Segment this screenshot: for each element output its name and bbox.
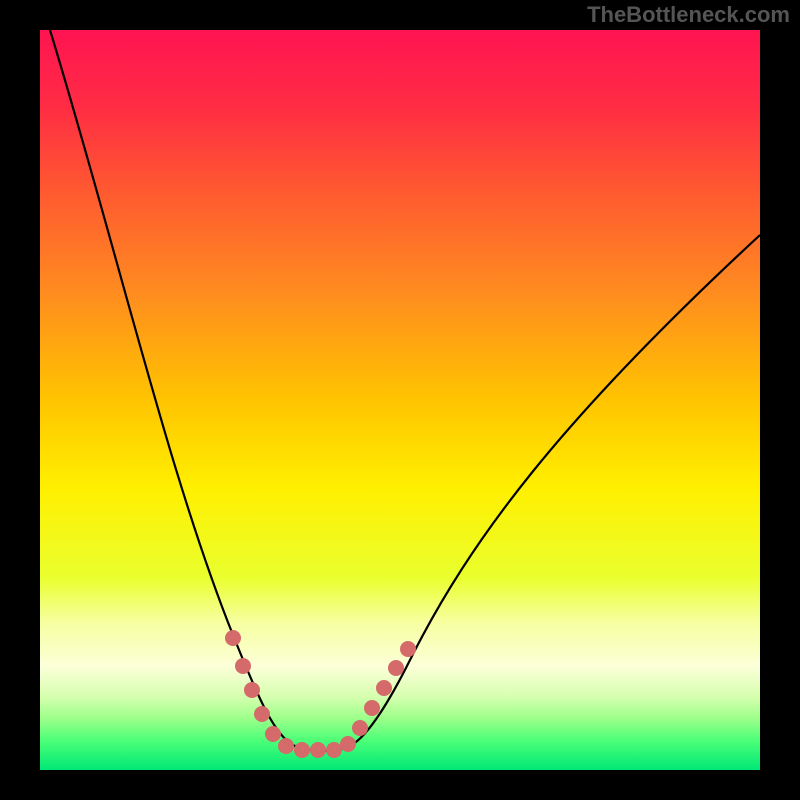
chart-stage: { "meta": { "watermark": "TheBottleneck.… bbox=[0, 0, 800, 800]
marker-point bbox=[340, 736, 356, 752]
marker-point bbox=[310, 742, 326, 758]
marker-point bbox=[388, 660, 404, 676]
watermark-text: TheBottleneck.com bbox=[587, 2, 790, 28]
chart-svg bbox=[0, 0, 800, 800]
marker-point bbox=[376, 680, 392, 696]
marker-point bbox=[352, 720, 368, 736]
marker-point bbox=[225, 630, 241, 646]
marker-point bbox=[265, 726, 281, 742]
marker-point bbox=[235, 658, 251, 674]
plot-background bbox=[40, 30, 760, 770]
marker-point bbox=[278, 738, 294, 754]
marker-point bbox=[294, 742, 310, 758]
marker-point bbox=[326, 742, 342, 758]
marker-point bbox=[364, 700, 380, 716]
marker-point bbox=[244, 682, 260, 698]
marker-point bbox=[254, 706, 270, 722]
marker-point bbox=[400, 641, 416, 657]
